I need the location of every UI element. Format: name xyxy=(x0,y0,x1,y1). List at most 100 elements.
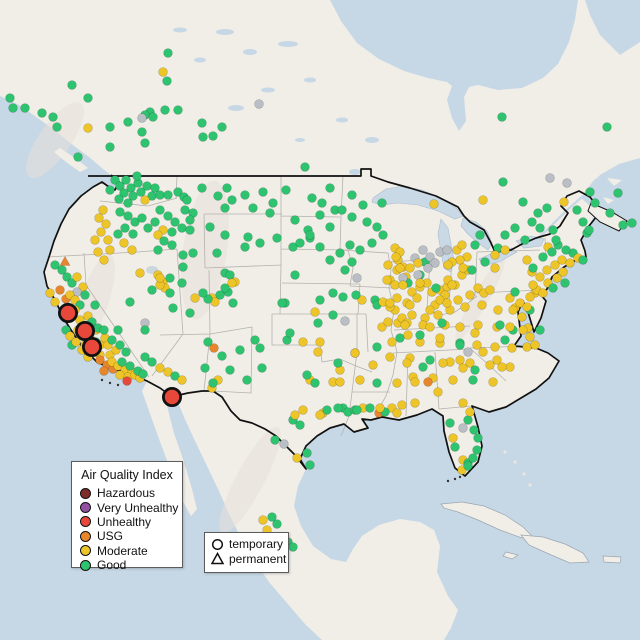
station-marker[interactable] xyxy=(73,152,83,162)
station-marker[interactable] xyxy=(490,342,500,352)
station-marker[interactable] xyxy=(458,363,468,373)
station-marker[interactable] xyxy=(105,185,115,195)
station-marker[interactable] xyxy=(182,195,192,205)
station-marker[interactable] xyxy=(90,235,100,245)
station-marker[interactable] xyxy=(458,263,468,273)
station-marker[interactable] xyxy=(165,288,175,298)
station-marker[interactable] xyxy=(387,337,397,347)
station-marker[interactable] xyxy=(138,369,148,379)
station-marker[interactable] xyxy=(478,195,488,205)
station-marker[interactable] xyxy=(135,268,145,278)
station-marker[interactable] xyxy=(313,347,323,357)
station-marker[interactable] xyxy=(225,365,235,375)
station-marker[interactable] xyxy=(548,283,558,293)
station-marker[interactable] xyxy=(185,308,195,318)
station-marker[interactable] xyxy=(463,415,473,425)
station-marker[interactable] xyxy=(500,335,510,345)
station-marker[interactable] xyxy=(438,358,448,368)
station-marker[interactable] xyxy=(125,361,135,371)
station-marker[interactable] xyxy=(407,287,417,297)
station-marker[interactable] xyxy=(119,238,129,248)
station-marker[interactable] xyxy=(99,366,109,376)
station-marker[interactable] xyxy=(254,99,264,109)
station-marker[interactable] xyxy=(473,283,483,293)
station-marker[interactable] xyxy=(298,405,308,415)
station-marker[interactable] xyxy=(410,398,420,408)
station-marker[interactable] xyxy=(515,298,525,308)
station-marker[interactable] xyxy=(528,280,538,290)
station-marker[interactable] xyxy=(333,403,343,413)
station-marker[interactable] xyxy=(518,197,528,207)
station-marker[interactable] xyxy=(347,190,357,200)
station-marker[interactable] xyxy=(217,122,227,132)
station-marker[interactable] xyxy=(167,240,177,250)
station-marker[interactable] xyxy=(472,340,482,350)
station-marker[interactable] xyxy=(493,305,503,315)
station-marker[interactable] xyxy=(559,197,569,207)
station-marker[interactable] xyxy=(505,322,515,332)
station-marker[interactable] xyxy=(551,235,561,245)
station-marker[interactable] xyxy=(270,435,280,445)
station-marker[interactable] xyxy=(613,188,623,198)
station-marker[interactable] xyxy=(72,272,82,282)
large-unhealthy-event-marker[interactable] xyxy=(58,302,79,323)
station-marker[interactable] xyxy=(455,322,465,332)
station-marker[interactable] xyxy=(527,217,537,227)
station-marker[interactable] xyxy=(418,245,428,255)
station-marker[interactable] xyxy=(93,247,103,257)
station-marker[interactable] xyxy=(101,219,111,229)
station-marker[interactable] xyxy=(177,278,187,288)
station-marker[interactable] xyxy=(473,320,483,330)
station-marker[interactable] xyxy=(561,245,571,255)
station-marker[interactable] xyxy=(281,185,291,195)
station-marker[interactable] xyxy=(250,335,260,345)
station-marker[interactable] xyxy=(468,375,478,385)
station-marker[interactable] xyxy=(265,208,275,218)
station-marker[interactable] xyxy=(177,375,187,385)
station-marker[interactable] xyxy=(605,208,615,218)
station-marker[interactable] xyxy=(140,138,150,148)
station-marker[interactable] xyxy=(37,108,47,118)
station-marker[interactable] xyxy=(178,262,188,272)
station-marker[interactable] xyxy=(290,215,300,225)
station-marker[interactable] xyxy=(302,448,312,458)
station-marker[interactable] xyxy=(377,322,387,332)
station-marker[interactable] xyxy=(508,305,518,315)
station-marker[interactable] xyxy=(130,217,140,227)
station-marker[interactable] xyxy=(392,408,402,418)
station-marker[interactable] xyxy=(442,298,452,308)
station-marker[interactable] xyxy=(335,377,345,387)
station-marker[interactable] xyxy=(325,255,335,265)
station-marker[interactable] xyxy=(115,370,125,380)
station-marker[interactable] xyxy=(114,194,124,204)
large-unhealthy-event-marker[interactable] xyxy=(75,320,96,341)
station-marker[interactable] xyxy=(463,347,473,357)
station-marker[interactable] xyxy=(627,218,637,228)
station-marker[interactable] xyxy=(510,223,520,233)
station-marker[interactable] xyxy=(115,340,125,350)
station-marker[interactable] xyxy=(525,332,535,342)
station-marker[interactable] xyxy=(83,93,93,103)
station-marker[interactable] xyxy=(167,227,177,237)
station-marker[interactable] xyxy=(153,230,163,240)
station-marker[interactable] xyxy=(123,117,133,127)
station-marker[interactable] xyxy=(142,181,152,191)
station-marker[interactable] xyxy=(123,198,133,208)
station-marker[interactable] xyxy=(572,205,582,215)
station-marker[interactable] xyxy=(255,238,265,248)
station-marker[interactable] xyxy=(113,229,123,239)
station-marker[interactable] xyxy=(498,177,508,187)
station-marker[interactable] xyxy=(212,248,222,258)
station-marker[interactable] xyxy=(473,433,483,443)
station-marker[interactable] xyxy=(429,199,439,209)
station-marker[interactable] xyxy=(584,225,594,235)
station-marker[interactable] xyxy=(185,215,195,225)
station-marker[interactable] xyxy=(433,387,443,397)
station-marker[interactable] xyxy=(140,325,150,335)
station-marker[interactable] xyxy=(425,322,435,332)
station-marker[interactable] xyxy=(268,198,278,208)
station-marker[interactable] xyxy=(522,342,532,352)
station-marker[interactable] xyxy=(160,105,170,115)
station-marker[interactable] xyxy=(295,420,305,430)
station-marker[interactable] xyxy=(510,287,520,297)
